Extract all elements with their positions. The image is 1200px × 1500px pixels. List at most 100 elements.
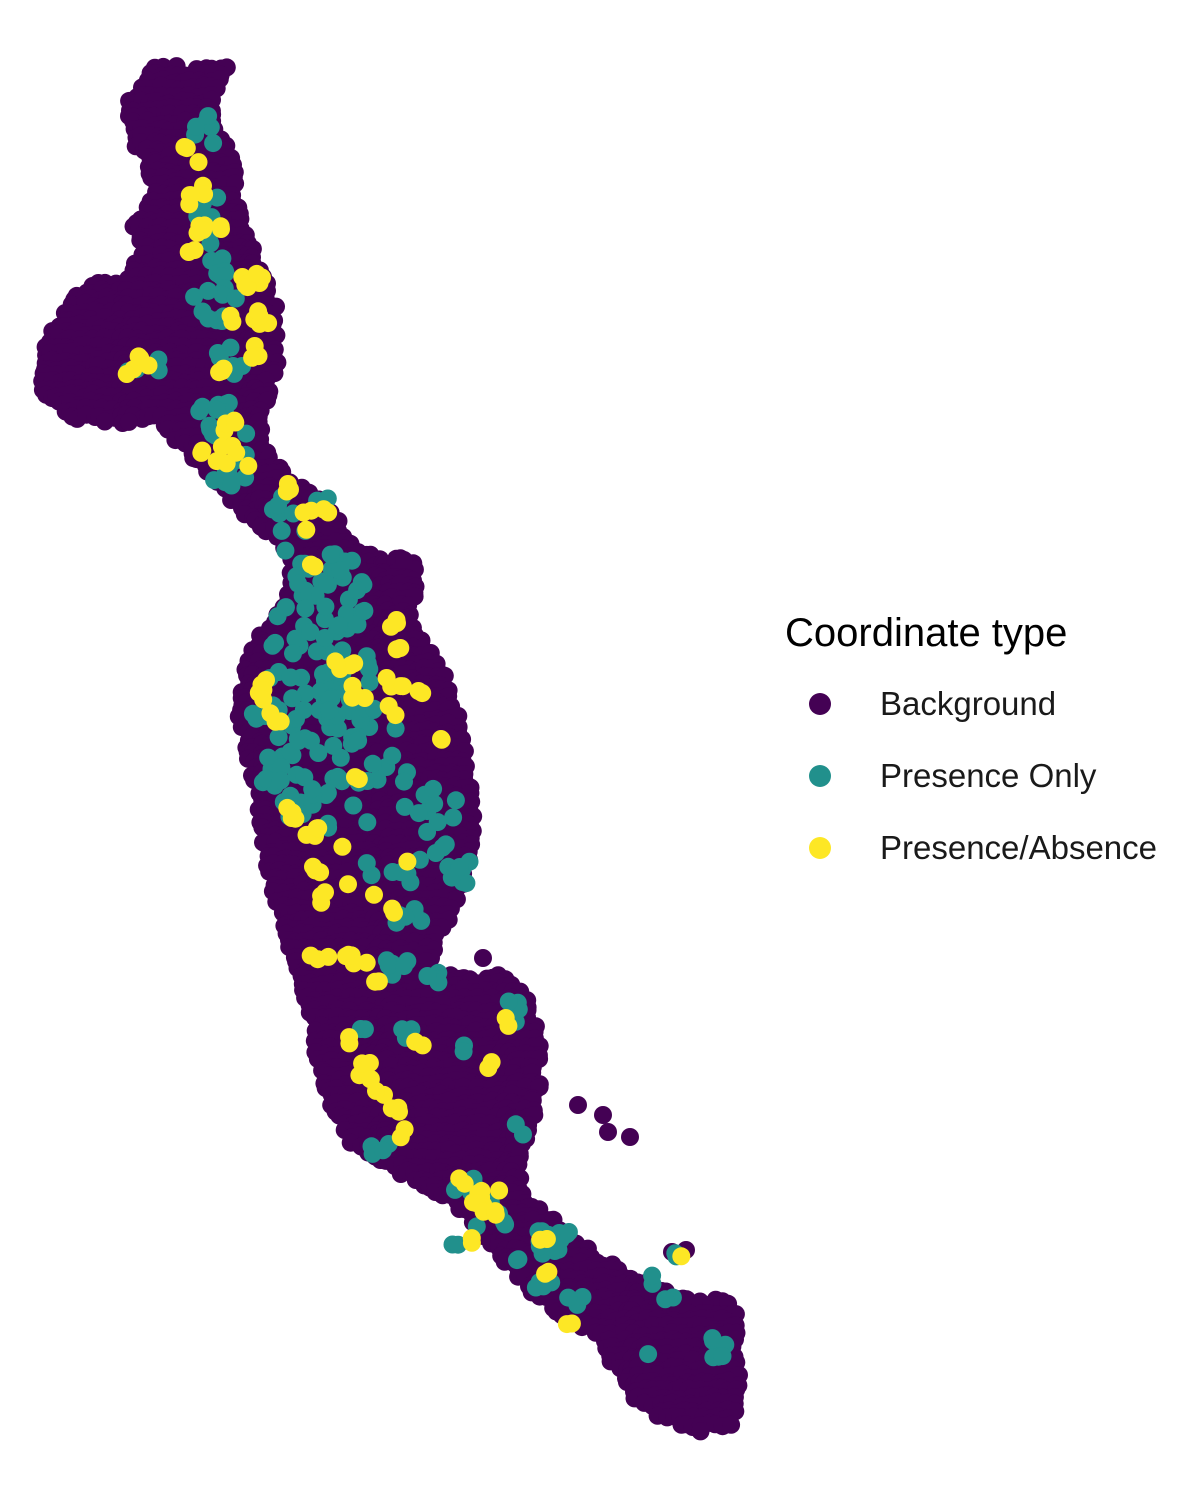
presence-absence-point	[382, 617, 400, 636]
presence-absence-point	[314, 500, 333, 519]
legend: Coordinate type Background Presence Only…	[785, 610, 1195, 894]
background-point	[474, 949, 492, 967]
presence-absence-point	[432, 730, 450, 748]
presence-only-point	[358, 813, 377, 832]
presence-only-point	[363, 754, 382, 773]
presence-only-point	[418, 822, 437, 841]
presence-absence-point	[194, 221, 213, 239]
presence-only-point	[454, 1042, 473, 1061]
presence-absence-points	[117, 138, 691, 1334]
presence-only-point	[199, 309, 218, 328]
presence-only-point	[656, 1290, 675, 1309]
presence-only-point	[289, 574, 308, 593]
legend-label-presence-only: Presence Only	[880, 757, 1097, 794]
presence-only-point	[559, 1288, 578, 1307]
presence-only-point	[526, 1278, 545, 1297]
presence-only-point	[573, 1288, 592, 1306]
presence-absence-point	[340, 1028, 359, 1047]
presence-only-point	[201, 234, 220, 253]
presence-only-point	[509, 1250, 528, 1269]
presence-absence-point	[212, 437, 231, 456]
presence-absence-point	[182, 186, 201, 205]
presence-only-point	[281, 668, 300, 687]
presence-absence-point	[562, 1314, 581, 1333]
presence-only-point	[344, 796, 363, 815]
presence-only-point	[349, 731, 368, 750]
presence-absence-point	[413, 684, 432, 703]
presence-only-point	[296, 684, 315, 703]
presence-only-point	[207, 400, 226, 419]
presence-absence-point	[304, 857, 322, 876]
presence-absence-point	[319, 947, 338, 966]
presence-absence-point	[210, 363, 229, 382]
presence-only-point	[401, 873, 420, 892]
presence-only-point	[348, 581, 367, 600]
presence-absence-point	[345, 685, 364, 704]
background-point	[691, 1422, 710, 1441]
presence-absence-point	[249, 302, 268, 321]
presence-only-point	[409, 804, 428, 823]
presence-only-point	[276, 541, 295, 560]
presence-absence-point	[382, 1099, 401, 1118]
background-point	[594, 1106, 612, 1124]
presence-absence-point	[316, 883, 334, 902]
presence-only-point	[330, 770, 349, 789]
presence-only-point	[643, 1266, 662, 1285]
presence-only-point	[283, 689, 302, 708]
presence-only-point	[315, 629, 334, 647]
presence-only-point	[424, 779, 443, 798]
presence-only-point	[204, 134, 223, 153]
legend-label-background: Background	[880, 685, 1057, 722]
legend-key-background	[809, 693, 831, 715]
legend-label-presence-absence: Presence/Absence	[880, 829, 1158, 866]
presence-only-point	[449, 1235, 468, 1254]
presence-only-point	[276, 598, 295, 617]
presence-only-point	[374, 1141, 392, 1160]
presence-absence-point	[189, 153, 208, 172]
presence-absence-point	[395, 1120, 414, 1139]
presence-only-point	[185, 287, 204, 306]
presence-only-point	[303, 780, 322, 799]
presence-absence-point	[297, 520, 316, 539]
presence-absence-point	[278, 798, 297, 817]
presence-absence-point	[337, 947, 355, 966]
background-point	[599, 1123, 617, 1141]
presence-only-point	[383, 746, 402, 765]
presence-absence-point	[247, 264, 266, 283]
presence-only-point	[331, 748, 350, 767]
presence-absence-point	[377, 669, 396, 687]
presence-absence-point	[462, 1229, 481, 1248]
presence-absence-point	[486, 1202, 505, 1221]
presence-absence-point	[367, 1081, 385, 1100]
presence-only-point	[559, 1223, 578, 1241]
presence-absence-point	[117, 365, 136, 383]
presence-only-point	[190, 402, 209, 421]
presence-only-point	[357, 854, 376, 873]
presence-absence-point	[413, 1036, 432, 1055]
presence-only-point	[315, 610, 334, 629]
legend-key-presence-absence	[809, 837, 831, 859]
presence-absence-point	[238, 278, 257, 297]
presence-absence-point	[254, 690, 273, 709]
presence-absence-point	[482, 1053, 501, 1072]
presence-only-point	[368, 770, 387, 789]
background-point	[395, 551, 413, 569]
presence-only-point	[426, 844, 445, 862]
presence-only-point	[355, 601, 374, 620]
presence-only-point	[329, 616, 348, 635]
presence-absence-point	[345, 654, 364, 673]
presence-only-point	[256, 770, 275, 789]
legend-item-presence-absence: Presence/Absence	[785, 822, 1195, 894]
presence-absence-point	[386, 706, 405, 725]
presence-absence-point	[175, 138, 194, 156]
presence-only-point	[395, 797, 414, 816]
presence-absence-point	[398, 852, 417, 871]
presence-only-point	[301, 623, 320, 642]
presence-absence-point	[450, 1169, 469, 1188]
presence-only-point	[386, 719, 405, 738]
presence-absence-point	[387, 640, 406, 659]
presence-only-point	[259, 748, 278, 767]
presence-only-point	[379, 956, 398, 975]
background-point	[722, 1415, 741, 1434]
presence-absence-point	[226, 413, 245, 432]
